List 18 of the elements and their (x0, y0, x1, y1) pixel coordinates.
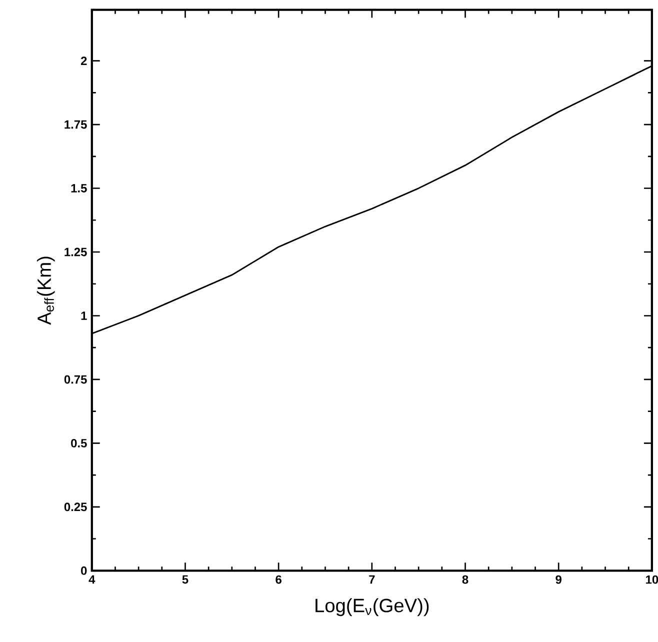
y-tick-label: 1.25 (64, 248, 87, 256)
x-axis-title: Log(E$_{ν}$(GeV)) (316, 598, 429, 616)
y-tick-label: 0 (81, 566, 87, 575)
y-tick-label: 0.5 (71, 438, 87, 448)
y-axis-title: A$_{eff}$(Km) (36, 256, 55, 325)
y-tick-label: 1.5 (71, 184, 87, 192)
y-tick-label: 1 (81, 311, 87, 320)
y-tick-label: 2 (80, 56, 87, 65)
x-tick-label: 7 (369, 575, 375, 584)
x-tick-label: 6 (276, 575, 282, 584)
y-tick-label: 0.75 (64, 374, 87, 384)
x-tick-label: 4 (88, 575, 96, 584)
x-tick-label: 5 (182, 575, 188, 584)
x-tick-label: 9 (556, 575, 562, 584)
y-tick-label: 0.25 (64, 502, 87, 511)
x-tick-label: 8 (462, 575, 468, 584)
x-tick-label: 10 (646, 575, 658, 584)
y-tick-label: 1.75 (64, 120, 87, 128)
